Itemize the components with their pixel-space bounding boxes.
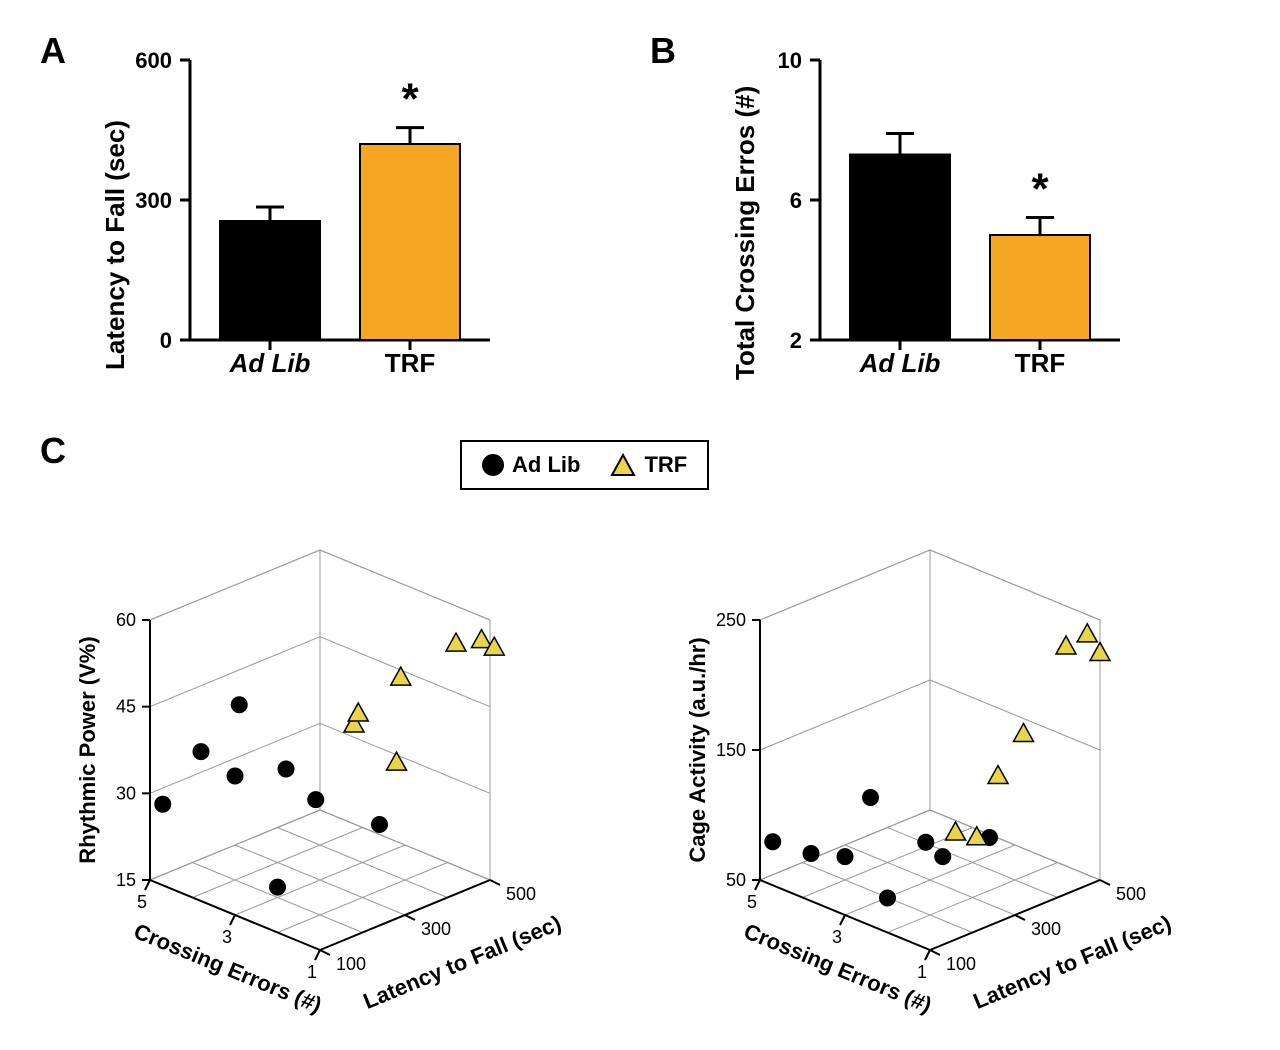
svg-text:15: 15 xyxy=(116,870,136,890)
svg-text:TRF: TRF xyxy=(1015,348,1066,378)
svg-text:TRF: TRF xyxy=(385,348,436,378)
svg-text:100: 100 xyxy=(946,954,976,974)
svg-text:3: 3 xyxy=(832,927,842,947)
legend-trf-label: TRF xyxy=(644,452,687,478)
svg-text:500: 500 xyxy=(506,884,536,904)
svg-text:1: 1 xyxy=(307,962,317,982)
panel-a-ylabel: Latency to Fall (sec) xyxy=(100,120,131,370)
svg-text:Latency to Fall (sec): Latency to Fall (sec) xyxy=(360,910,565,1014)
svg-text:150: 150 xyxy=(716,740,746,760)
panel-c-label: C xyxy=(40,430,66,472)
panel-b-ylabel: Total Crossing Erros (#) xyxy=(730,86,761,380)
triangle-icon xyxy=(610,453,636,477)
svg-text:300: 300 xyxy=(421,919,451,939)
panel-a-chart: Latency to Fall (sec) 0300600Ad LibTRF* xyxy=(110,40,540,400)
svg-text:2: 2 xyxy=(790,328,802,353)
svg-text:600: 600 xyxy=(135,48,172,73)
panel-c-left: 15304560135100300500Rhythmic Power (V%)C… xyxy=(50,510,610,1030)
svg-text:*: * xyxy=(1031,165,1049,214)
svg-text:5: 5 xyxy=(137,892,147,912)
legend-adlib: Ad Lib xyxy=(482,452,580,478)
legend: Ad Lib TRF xyxy=(460,440,709,490)
svg-text:Rhythmic Power (V%): Rhythmic Power (V%) xyxy=(75,636,100,863)
legend-trf: TRF xyxy=(610,452,687,478)
svg-text:10: 10 xyxy=(778,48,802,73)
svg-text:Latency to Fall (sec): Latency to Fall (sec) xyxy=(970,910,1175,1014)
svg-text:Cage Activity (a.u./hr): Cage Activity (a.u./hr) xyxy=(685,637,710,862)
svg-text:250: 250 xyxy=(716,610,746,630)
row-top: A B Latency to Fall (sec) 0 300 600 Ad Lib T… xyxy=(40,30,1240,430)
panel-b-chart: Total Crossing Erros (#) 2610Ad LibTRF* xyxy=(740,40,1170,400)
svg-text:*: * xyxy=(401,75,419,124)
svg-text:500: 500 xyxy=(1116,884,1146,904)
svg-text:3: 3 xyxy=(222,927,232,947)
svg-text:0: 0 xyxy=(160,328,172,353)
figure-root: A B Latency to Fall (sec) 0 300 600 Ad Lib T… xyxy=(40,30,1240,1050)
svg-text:6: 6 xyxy=(790,188,802,213)
legend-adlib-label: Ad Lib xyxy=(512,452,580,478)
svg-text:1: 1 xyxy=(917,962,927,982)
panel-c-right: 50 150 250 1 3 5 100 300 500 Cage Activity (a.u./… xyxy=(660,510,1220,1030)
circle-icon xyxy=(482,454,504,476)
svg-text:Ad Lib: Ad Lib xyxy=(229,348,311,378)
svg-text:30: 30 xyxy=(116,783,136,803)
svg-text:50: 50 xyxy=(726,870,746,890)
svg-text:5: 5 xyxy=(747,892,757,912)
svg-text:45: 45 xyxy=(116,697,136,717)
svg-text:300: 300 xyxy=(1031,919,1061,939)
svg-text:300: 300 xyxy=(135,188,172,213)
svg-text:60: 60 xyxy=(116,610,136,630)
panel-b-label: B xyxy=(650,30,676,72)
panel-a-label: A xyxy=(40,30,66,72)
svg-text:Ad Lib: Ad Lib xyxy=(859,348,941,378)
svg-text:100: 100 xyxy=(336,954,366,974)
row-bottom: C Ad Lib TRF 15304560135100300500Rhythmi… xyxy=(40,430,1240,1050)
